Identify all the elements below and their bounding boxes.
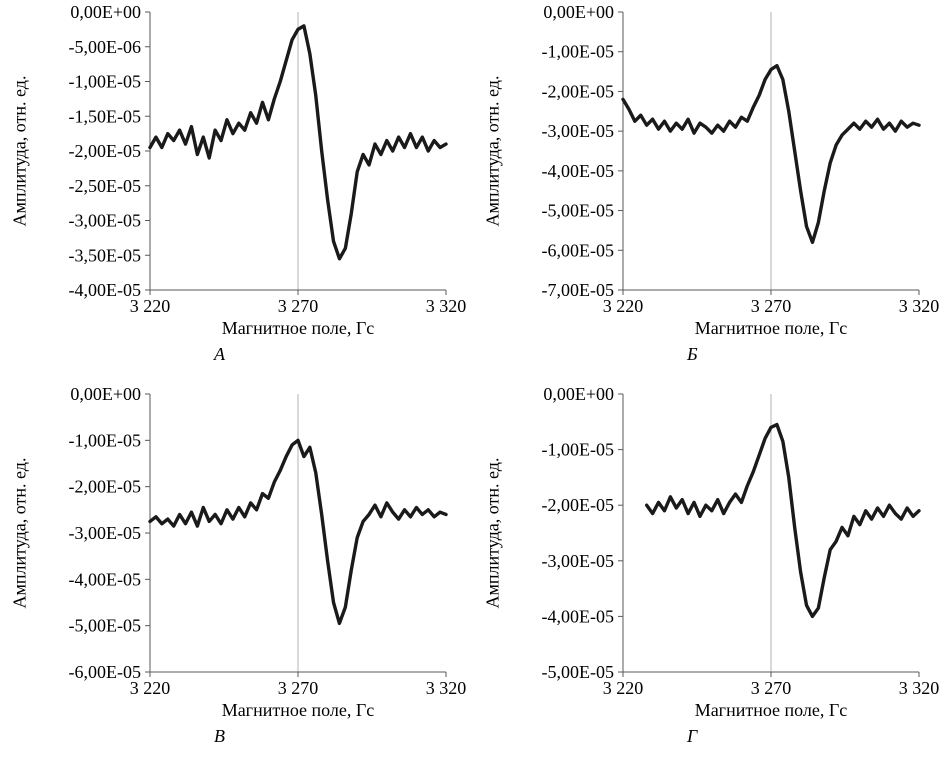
y-tick-label: 0,00E+00	[70, 384, 141, 404]
y-tick-label: -5,00E-05	[542, 662, 614, 682]
x-tick-label: 3 320	[426, 678, 467, 698]
y-tick-label: -3,00E-05	[542, 551, 614, 571]
x-tick-label: 3 320	[899, 678, 940, 698]
x-tick-label: 3 270	[278, 678, 319, 698]
chart-panel-a: 0,00E+00 -5,00E-06 -1,00E-05 -1,50E-05 -2,00…	[0, 0, 470, 382]
y-tick-label: 0,00E+00	[70, 2, 141, 22]
panel-letter-v: В	[214, 726, 225, 746]
y-tick-label: -2,00E-05	[542, 81, 614, 101]
y-tick-label: -2,00E-05	[69, 141, 141, 161]
x-axis-title: Магнитное поле, Гс	[221, 318, 375, 338]
y-tick-label: -4,00E-05	[542, 606, 614, 626]
chart-svg-b: 0,00E+00 -1,00E-05 -2,00E-05 -3,00E-05 -4,00…	[542, 2, 940, 316]
chart-plot-area-g: 0,00E+00 -1,00E-05 -2,00E-05 -3,00E-05 -4,00…	[473, 382, 943, 764]
y-axis-title: Амплитуда, отн. ед.	[482, 457, 503, 609]
chart-panel-g: 0,00E+00 -1,00E-05 -2,00E-05 -3,00E-05 -4,00…	[473, 382, 943, 764]
y-tick-label: -5,00E-06	[69, 37, 141, 57]
panel-letter-b: Б	[687, 344, 698, 364]
panel-letter-g: Г	[687, 726, 698, 746]
y-tick-label: -4,00E-05	[69, 569, 141, 589]
y-tick-label: -3,00E-05	[69, 211, 141, 231]
x-axis-title: Магнитное поле, Гс	[221, 700, 375, 720]
y-tick-label: -5,00E-05	[542, 201, 614, 221]
x-tick-label: 3 220	[603, 678, 644, 698]
x-tick-label: 3 270	[751, 678, 792, 698]
y-tick-label: -1,00E-05	[69, 430, 141, 450]
epr-signal-line	[621, 63, 921, 245]
epr-signal-line	[148, 438, 448, 626]
y-tick-label: -1,50E-05	[69, 106, 141, 126]
y-tick-label: -2,00E-05	[542, 495, 614, 515]
y-axis-title: Амплитуда, отн. ед.	[9, 75, 30, 227]
x-tick-label: 3 220	[130, 296, 171, 316]
y-tick-label: -7,00E-05	[542, 280, 614, 300]
y-tick-label: -2,00E-05	[69, 477, 141, 497]
chart-plot-area-a: 0,00E+00 -5,00E-06 -1,00E-05 -1,50E-05 -2,00…	[0, 0, 470, 387]
y-tick-label: -6,00E-05	[69, 662, 141, 682]
chart-plot-area-v: 0,00E+00 -1,00E-05 -2,00E-05 -3,00E-05 -4,00…	[0, 382, 470, 764]
y-tick-label: -3,00E-05	[542, 121, 614, 141]
y-tick-label: -3,50E-05	[69, 245, 141, 265]
chart-svg-v: 0,00E+00 -1,00E-05 -2,00E-05 -3,00E-05 -4,00…	[69, 384, 467, 698]
panel-letter-a: А	[214, 344, 225, 364]
y-axis-title: Амплитуда, отн. ед.	[9, 457, 30, 609]
chart-panel-b: 0,00E+00 -1,00E-05 -2,00E-05 -3,00E-05 -4,00…	[473, 0, 943, 382]
x-tick-label: 3 220	[130, 678, 171, 698]
y-tick-label: -1,00E-05	[542, 42, 614, 62]
chart-panel-v: 0,00E+00 -1,00E-05 -2,00E-05 -3,00E-05 -4,00…	[0, 382, 470, 764]
chart-svg-g: 0,00E+00 -1,00E-05 -2,00E-05 -3,00E-05 -4,00…	[542, 384, 940, 698]
x-tick-label: 3 220	[603, 296, 644, 316]
x-tick-label: 3 320	[899, 296, 940, 316]
y-tick-label: -1,00E-05	[69, 72, 141, 92]
y-tick-label: -5,00E-05	[69, 616, 141, 636]
y-axis-title: Амплитуда, отн. ед.	[482, 75, 503, 227]
y-tick-label: -2,50E-05	[69, 176, 141, 196]
epr-signal-line	[148, 24, 448, 261]
x-axis-title: Магнитное поле, Гс	[694, 700, 848, 720]
y-tick-label: -1,00E-05	[542, 440, 614, 460]
y-tick-label: 0,00E+00	[543, 384, 614, 404]
y-tick-label: -6,00E-05	[542, 240, 614, 260]
y-tick-label: -4,00E-05	[69, 280, 141, 300]
epr-signal-line	[644, 422, 921, 619]
x-axis-title: Магнитное поле, Гс	[694, 318, 848, 338]
chart-svg-a: 0,00E+00 -5,00E-06 -1,00E-05 -1,50E-05 -2,00…	[69, 2, 467, 316]
chart-plot-area-b: 0,00E+00 -1,00E-05 -2,00E-05 -3,00E-05 -4,00…	[473, 0, 943, 387]
y-tick-label: -4,00E-05	[542, 161, 614, 181]
y-tick-label: -3,00E-05	[69, 523, 141, 543]
x-tick-label: 3 270	[278, 296, 319, 316]
x-tick-label: 3 270	[751, 296, 792, 316]
x-tick-label: 3 320	[426, 296, 467, 316]
y-tick-label: 0,00E+00	[543, 2, 614, 22]
